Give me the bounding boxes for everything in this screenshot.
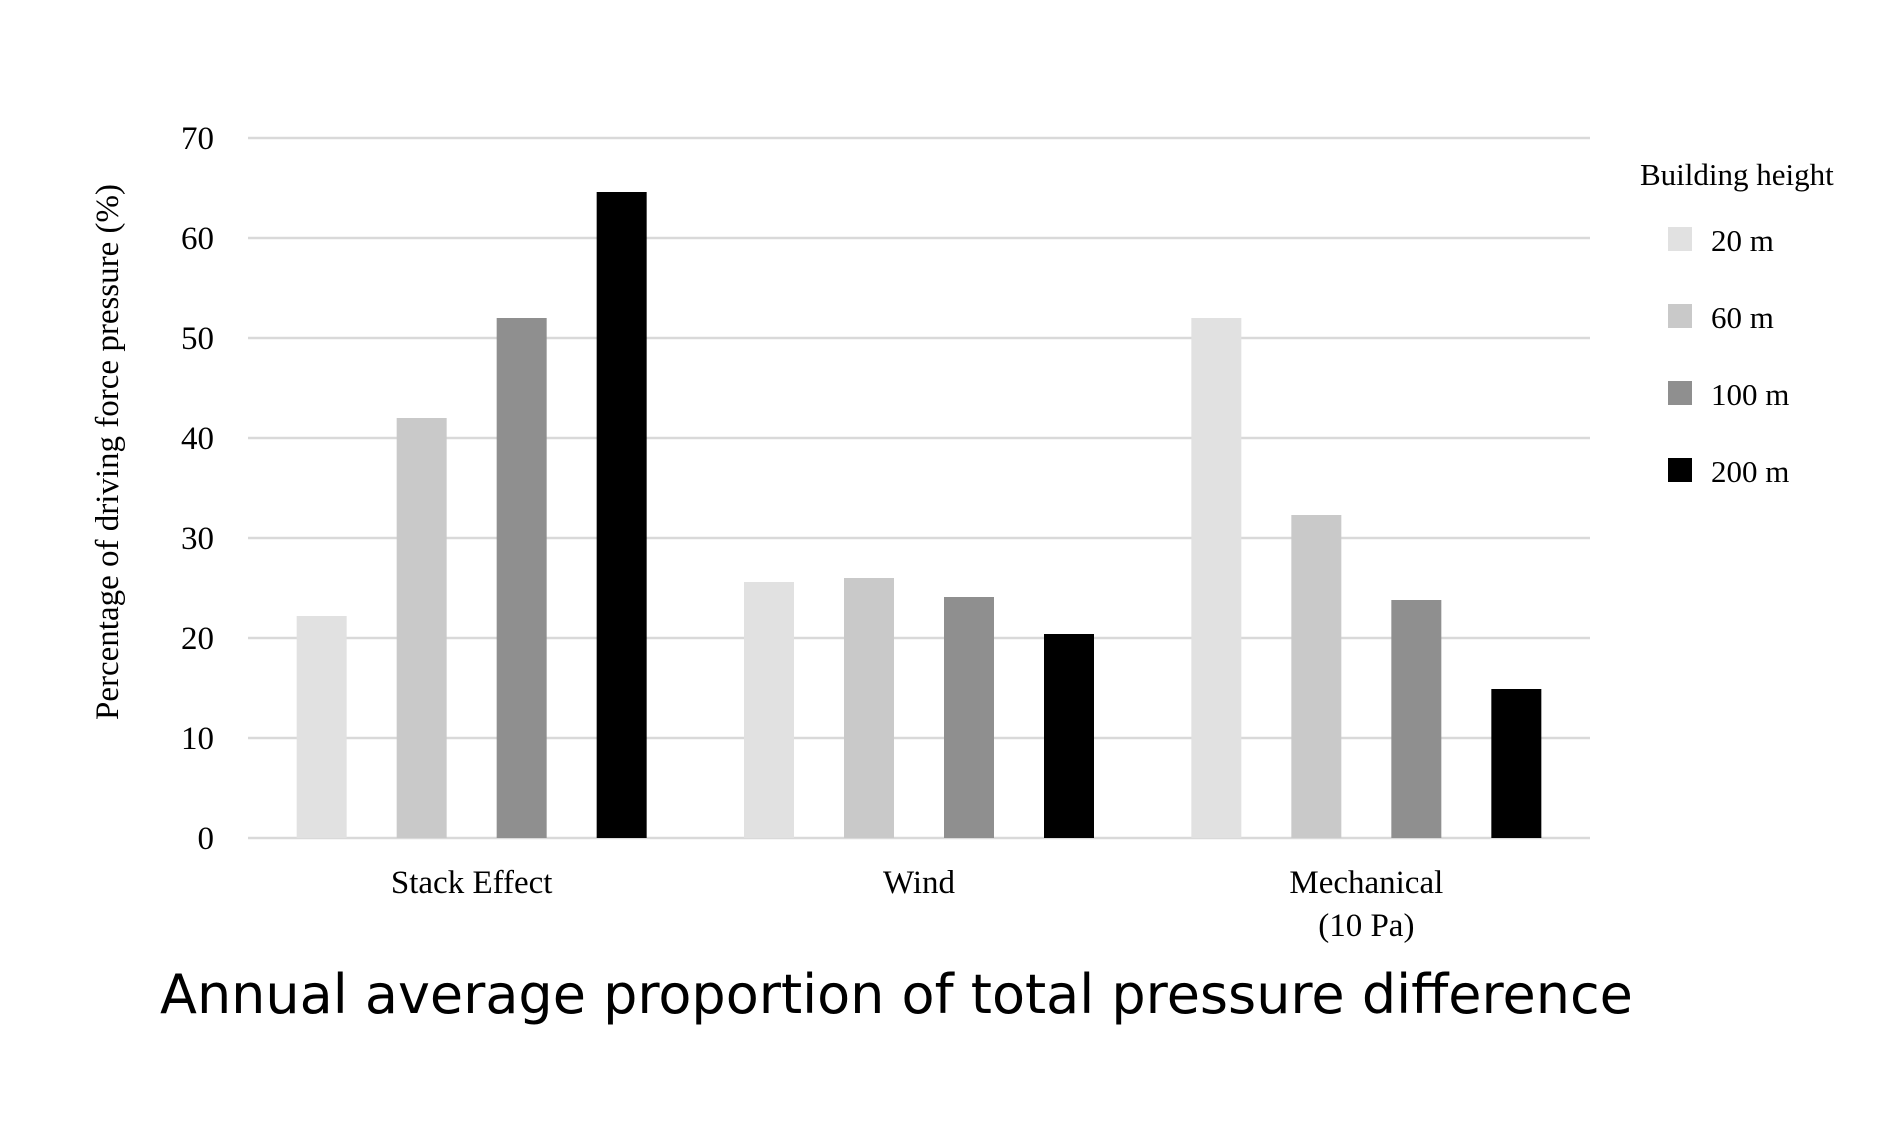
legend-swatch (1668, 304, 1692, 328)
legend-label: 100 m (1711, 377, 1789, 412)
legend-label: 200 m (1711, 454, 1789, 489)
legend-label: 20 m (1711, 223, 1774, 258)
y-axis-ticks: 0 10 20 30 40 50 60 70 (181, 121, 214, 857)
x-category-label: Mechanical (10 Pa) (1289, 865, 1443, 944)
legend-label: 60 m (1711, 300, 1774, 335)
bar-20m-1 (296, 616, 347, 838)
figure-caption: Annual average proportion of total press… (160, 963, 1633, 1026)
y-tick-label: 0 (198, 821, 215, 857)
legend-items: 20 m 60 m 100 m 200 m (1668, 223, 1789, 489)
bar-200m-2 (1044, 634, 1094, 838)
bars (296, 192, 1542, 838)
gridlines (248, 136, 1590, 840)
x-category-label: Stack Effect (391, 865, 553, 901)
y-tick-label: 30 (181, 521, 214, 557)
bar-100m-1 (496, 318, 547, 838)
x-category-label: Wind (883, 865, 955, 901)
legend-swatch (1668, 458, 1692, 482)
legend: Building height 20 m 60 m 100 m 200 m (1640, 157, 1834, 489)
bar-200m-1 (596, 192, 647, 838)
bar-20m-2 (744, 582, 794, 838)
bar-20m-3 (1191, 318, 1242, 838)
y-tick-label: 50 (181, 321, 214, 357)
y-tick-label: 20 (181, 621, 214, 657)
y-tick-label: 60 (181, 221, 214, 257)
y-tick-label: 70 (181, 121, 214, 157)
x-axis-categories: Stack Effect Wind Mechanical (10 Pa) (391, 865, 1443, 944)
bar-60m-2 (844, 578, 894, 838)
bar-100m-3 (1391, 600, 1442, 838)
legend-swatch (1668, 381, 1692, 405)
y-axis-title: Percentage of driving force pressure (%) (90, 184, 126, 720)
bar-100m-2 (944, 597, 994, 838)
y-tick-label: 40 (181, 421, 214, 457)
legend-swatch (1668, 227, 1692, 251)
bar-200m-3 (1491, 689, 1542, 838)
y-tick-label: 10 (181, 721, 214, 757)
legend-title: Building height (1640, 157, 1834, 192)
bar-60m-3 (1291, 515, 1342, 838)
bar-60m-1 (396, 418, 447, 838)
